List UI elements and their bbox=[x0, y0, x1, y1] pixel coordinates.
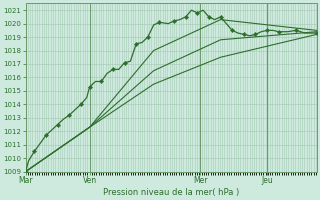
X-axis label: Pression niveau de la mer( hPa ): Pression niveau de la mer( hPa ) bbox=[103, 188, 239, 197]
